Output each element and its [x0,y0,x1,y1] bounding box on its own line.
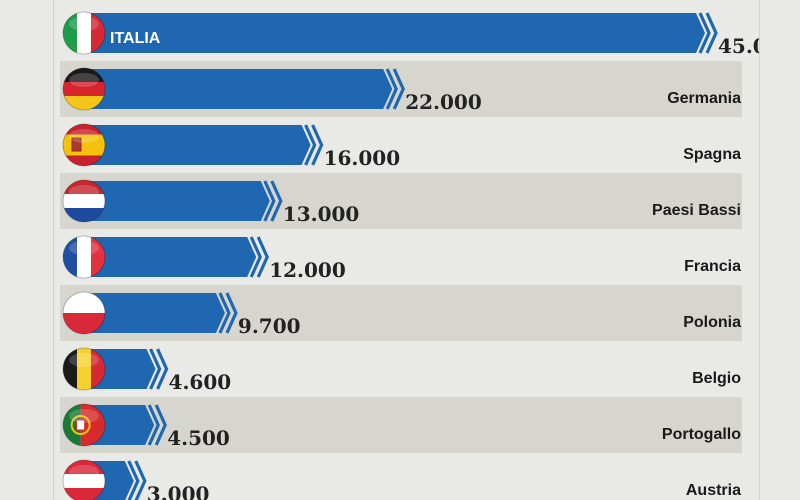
poland-flag [63,292,105,334]
bar-row: 9.700 Polonia [60,285,742,341]
chevron-right-icon [392,68,405,110]
value-label: 3.000 [147,482,210,500]
value-label: 16.000 [324,146,401,170]
value-label: 4.600 [169,370,232,394]
chevron-right-icon [698,12,711,54]
bar-row: 4.600 Belgio [62,347,741,394]
chevron-right-icon [256,236,269,278]
country-label: Spagna [683,146,741,163]
country-label: Belgio [692,370,741,387]
value-label: 13.000 [283,202,360,226]
bar [84,181,270,221]
chevron-right-icon [705,12,718,54]
country-label: Paesi Bassi [652,202,741,219]
chevron-right-icon [134,460,147,500]
value-label: 45.000 [718,34,759,58]
chevron-right-icon [263,180,276,222]
bar-row: 45.000 ITALIA [62,11,759,58]
spain-flag [63,124,105,166]
chevron-right-icon [156,348,169,390]
value-label: 22.000 [405,90,482,114]
chevron-right-icon [304,124,317,166]
bar [84,293,225,333]
chevron-right-icon [149,348,162,390]
chevron-right-icon [249,236,262,278]
value-label: 12.000 [269,258,346,282]
bar [84,13,705,53]
country-label: Polonia [683,314,741,331]
france-flag [63,236,105,278]
bar [84,69,393,109]
bar-row: 4.500 Portogallo [60,397,742,453]
bar-chart: 45.000 ITALIA 22.000 Germania 16.000 Spagna 13… [60,11,759,500]
country-label: Austria [686,482,741,499]
value-label: 9.700 [238,314,301,338]
bar [84,237,257,277]
country-label: ITALIA [110,30,161,47]
bar-row: 22.000 Germania [60,61,742,117]
row-band [60,397,742,453]
chart-panel: 45.000 ITALIA 22.000 Germania 16.000 Spagna 13… [53,0,760,500]
value-label: 4.500 [167,426,230,450]
bar-row: 16.000 Spagna [62,123,741,170]
country-label: Francia [684,258,741,275]
bar-row: 12.000 Francia [62,235,741,282]
bar-row: 3.000 Austria [62,459,741,500]
bar [84,125,311,165]
austria-flag [63,460,105,500]
chevron-right-icon [147,404,160,446]
chevron-right-icon [311,124,324,166]
germany-flag [63,68,105,110]
netherlands-flag [63,180,105,222]
chevron-right-icon [225,292,238,334]
bar-row: 13.000 Paesi Bassi [60,173,742,229]
chevron-right-icon [127,460,140,500]
chevron-right-icon [154,404,167,446]
italy-flag [63,12,105,54]
country-label: Germania [667,90,741,107]
country-label: Portogallo [662,426,741,443]
chevron-right-icon [385,68,398,110]
chevron-right-icon [218,292,231,334]
belgium-flag [63,348,105,390]
chevron-right-icon [270,180,283,222]
